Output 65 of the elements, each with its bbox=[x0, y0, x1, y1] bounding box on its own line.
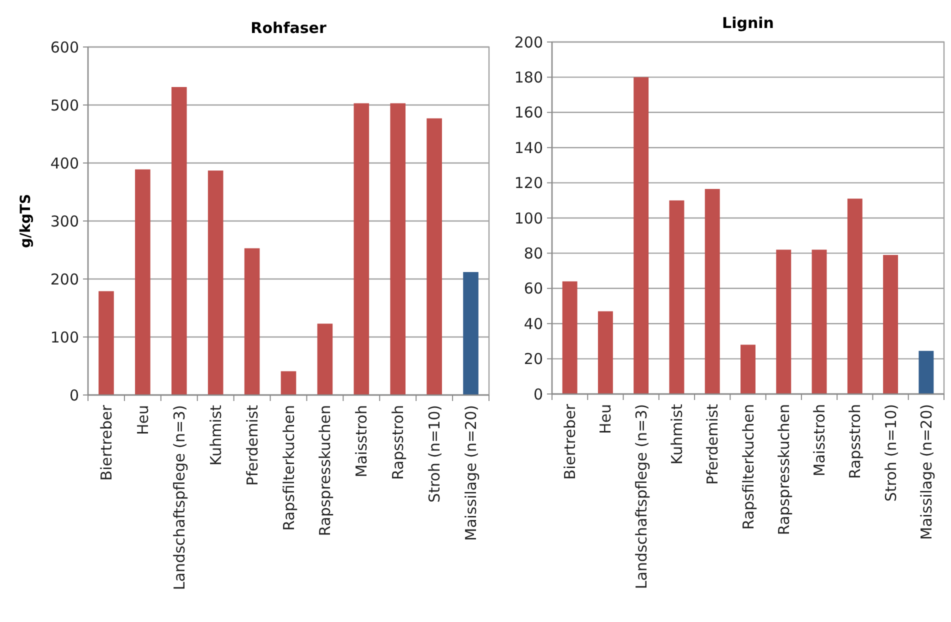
bar bbox=[426, 118, 442, 395]
x-tick-label: Biertreber bbox=[97, 404, 116, 481]
x-tick-label: Kuhmist bbox=[668, 404, 686, 465]
bar bbox=[598, 311, 613, 394]
x-tick-label: Kuhmist bbox=[206, 404, 225, 466]
bar bbox=[740, 344, 756, 394]
bar bbox=[390, 103, 406, 395]
y-tick-label: 20 bbox=[524, 350, 543, 368]
bar bbox=[280, 371, 296, 395]
y-tick-label: 300 bbox=[50, 212, 79, 230]
bar bbox=[208, 170, 224, 395]
y-tick-label: 80 bbox=[524, 244, 543, 262]
bar bbox=[704, 188, 720, 394]
bar bbox=[135, 169, 150, 395]
bar bbox=[171, 87, 187, 395]
bar bbox=[883, 254, 898, 394]
y-tick-label: 200 bbox=[50, 270, 79, 288]
y-tick-label: 40 bbox=[524, 314, 543, 333]
y-tick-label: 100 bbox=[50, 328, 79, 346]
x-tick-label: Rapsfilterkuchen bbox=[739, 404, 758, 530]
x-tick-label: Stroh (n=10) bbox=[426, 405, 444, 503]
x-tick-label: Landschaftspflege (n=3) bbox=[632, 404, 650, 590]
bar bbox=[463, 272, 478, 395]
y-tick-label: 120 bbox=[514, 174, 543, 192]
y-tick-label: 60 bbox=[524, 280, 543, 298]
y-axis-title: g/kgTS bbox=[18, 194, 34, 248]
x-tick-label: Maisstroh bbox=[352, 405, 371, 478]
x-tick-label: Maisstroh bbox=[810, 404, 829, 476]
x-tick-label: Rapsstroh bbox=[389, 405, 408, 480]
y-tick-label: 140 bbox=[514, 138, 543, 157]
x-tick-label: Rapsstroh bbox=[846, 404, 864, 479]
y-tick-label: 100 bbox=[514, 209, 543, 228]
y-tick-label: 600 bbox=[50, 38, 79, 56]
x-tick-label: Pferdemist bbox=[243, 404, 262, 486]
x-tick-label: Maissilage (n=20) bbox=[917, 404, 936, 540]
bar bbox=[847, 198, 862, 394]
y-tick-label: 500 bbox=[50, 96, 79, 114]
bar bbox=[562, 281, 578, 394]
x-tick-label: Landschaftspflege (n=3) bbox=[170, 405, 188, 590]
y-tick-label: 400 bbox=[50, 154, 79, 172]
x-tick-label: Rapspresskuchen bbox=[774, 404, 793, 536]
y-tick-label: 180 bbox=[514, 68, 543, 86]
chart-title: Lignin bbox=[722, 14, 774, 32]
bar bbox=[669, 200, 684, 394]
y-tick-label: 0 bbox=[533, 385, 543, 404]
x-tick-label: Maissilage (n=20) bbox=[462, 405, 480, 541]
bar bbox=[244, 248, 260, 395]
bar bbox=[634, 77, 649, 394]
x-tick-label: Heu bbox=[596, 404, 615, 434]
y-tick-label: 160 bbox=[514, 104, 543, 122]
y-tick-label: 200 bbox=[514, 33, 543, 52]
bar bbox=[776, 250, 792, 394]
chart-title: Rohfaser bbox=[250, 19, 327, 37]
bar bbox=[317, 324, 333, 395]
x-tick-label: Rapspresskuchen bbox=[316, 405, 334, 536]
x-tick-label: Pferdemist bbox=[704, 404, 722, 485]
y-tick-label: 0 bbox=[69, 386, 79, 404]
x-tick-label: Biertreber bbox=[561, 403, 580, 480]
x-tick-label: Rapsfilterkuchen bbox=[280, 405, 298, 531]
bar bbox=[812, 250, 827, 394]
bar bbox=[918, 350, 934, 394]
bar bbox=[98, 291, 114, 395]
x-tick-label: Stroh (n=10) bbox=[882, 404, 900, 502]
x-tick-label: Heu bbox=[134, 405, 152, 436]
bar bbox=[354, 103, 370, 395]
